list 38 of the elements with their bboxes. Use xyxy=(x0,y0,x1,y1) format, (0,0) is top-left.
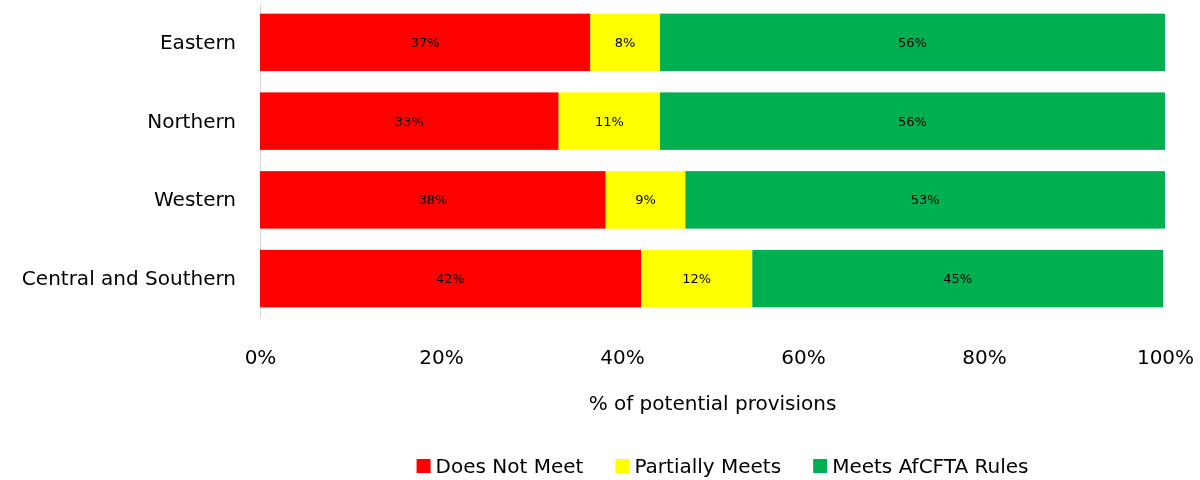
data-label: 8% xyxy=(614,34,636,50)
x-tick-label: 0% xyxy=(244,345,277,370)
bar xyxy=(260,171,606,229)
data-label: 45% xyxy=(943,271,973,287)
legend-label: Partially Meets xyxy=(634,454,782,478)
bar xyxy=(260,92,559,150)
data-label: 9% xyxy=(635,192,656,208)
bar xyxy=(660,92,1165,150)
data-label: 53% xyxy=(910,192,940,208)
data-label: 11% xyxy=(594,113,624,129)
y-tick-label: Eastern xyxy=(159,29,236,54)
y-tick-label: Central and Southern xyxy=(21,266,236,291)
x-axis-title: % of potential provisions xyxy=(588,391,837,415)
x-tick-label: 100% xyxy=(1136,345,1195,370)
data-label: 42% xyxy=(436,271,465,287)
data-label: 56% xyxy=(898,34,927,50)
data-label: 38% xyxy=(418,192,448,208)
bar xyxy=(752,249,1164,308)
bar xyxy=(660,13,1165,72)
data-label: 33% xyxy=(394,113,424,129)
bar xyxy=(558,92,661,150)
x-tick-label: 40% xyxy=(600,345,645,370)
y-tick-label: Western xyxy=(153,187,236,212)
data-label: 37% xyxy=(410,34,440,50)
x-tick-label: 60% xyxy=(781,345,826,370)
data-label: 56% xyxy=(898,113,927,129)
bar xyxy=(685,171,1165,229)
legend-label: Meets AfCFTA Rules xyxy=(832,454,1029,478)
y-tick-label: Northern xyxy=(147,108,236,133)
bar xyxy=(641,249,753,308)
legend-label: Does Not Meet xyxy=(435,454,584,478)
bar xyxy=(605,171,686,229)
bar xyxy=(260,13,591,72)
bar xyxy=(260,249,642,308)
bar xyxy=(590,13,661,72)
x-tick-label: 20% xyxy=(419,345,464,370)
data-label: 12% xyxy=(682,271,712,287)
x-tick-label: 80% xyxy=(962,345,1007,370)
